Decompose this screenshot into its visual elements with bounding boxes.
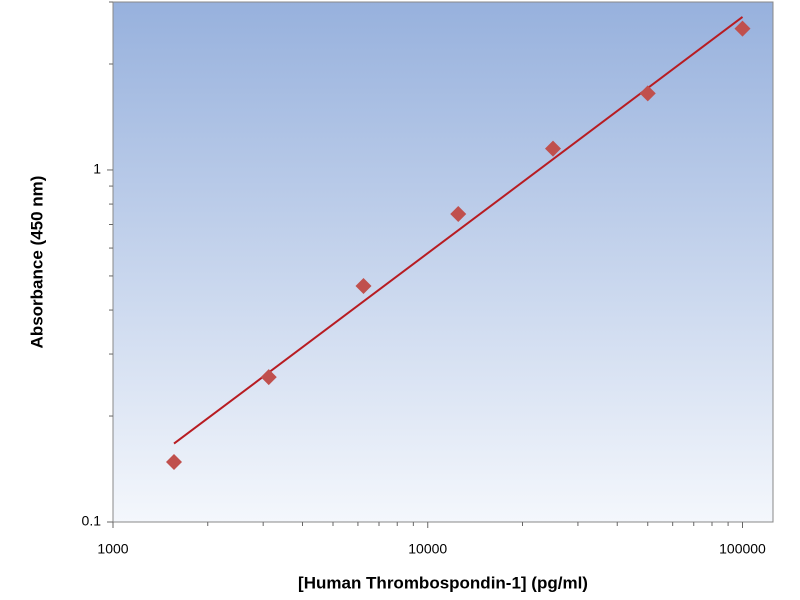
plot-area — [112, 1, 774, 523]
y-tick-label: 0.1 — [82, 513, 102, 529]
data-point — [166, 454, 183, 471]
y-axis-label: Absorbance (450 nm) — [27, 176, 46, 349]
data-point — [545, 140, 561, 157]
x-axis-label: [Human Thrombospondin-1] (pg/ml) — [298, 573, 588, 592]
x-tick-label: 100000 — [719, 541, 766, 557]
x-tick-label: 1000 — [97, 541, 128, 557]
data-point — [260, 369, 277, 386]
data-point — [355, 278, 372, 295]
data-point — [734, 20, 751, 37]
y-tick-label: 1 — [93, 161, 101, 177]
data-point — [639, 85, 656, 102]
x-tick-label: 10000 — [408, 541, 447, 557]
data-point — [450, 205, 467, 222]
